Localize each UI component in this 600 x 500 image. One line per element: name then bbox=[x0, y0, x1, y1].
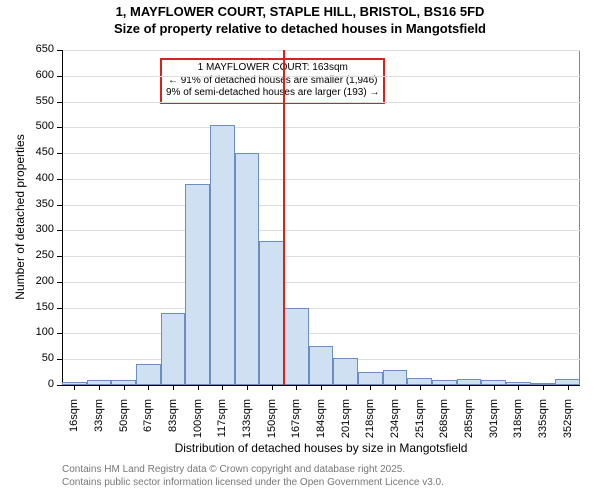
y-tick-label: 550 bbox=[0, 95, 54, 107]
histogram-bar bbox=[407, 378, 432, 385]
x-tick-label: 335sqm bbox=[537, 399, 549, 449]
x-tick-label: 201sqm bbox=[340, 399, 352, 449]
histogram-bar bbox=[210, 125, 235, 385]
y-tick-label: 0 bbox=[0, 378, 54, 390]
callout-box: 1 MAYFLOWER COURT: 163sqm← 91% of detach… bbox=[160, 58, 385, 104]
highlight-line bbox=[283, 50, 285, 385]
x-tick-label: 67sqm bbox=[142, 399, 154, 449]
y-tick-label: 250 bbox=[0, 249, 54, 261]
x-tick-label: 218sqm bbox=[364, 399, 376, 449]
histogram-bar bbox=[333, 358, 358, 385]
histogram-bar bbox=[383, 370, 408, 385]
y-tick-label: 100 bbox=[0, 326, 54, 338]
y-tick-label: 600 bbox=[0, 69, 54, 81]
y-tick-label: 200 bbox=[0, 275, 54, 287]
x-tick-label: 150sqm bbox=[266, 399, 278, 449]
y-tick-label: 500 bbox=[0, 120, 54, 132]
chart-title: 1, MAYFLOWER COURT, STAPLE HILL, BRISTOL… bbox=[0, 4, 600, 38]
histogram-bar bbox=[259, 241, 284, 385]
y-tick-label: 400 bbox=[0, 172, 54, 184]
x-tick-label: 33sqm bbox=[93, 399, 105, 449]
histogram-bar bbox=[358, 372, 383, 385]
x-tick-label: 117sqm bbox=[216, 399, 228, 449]
histogram-chart: 1, MAYFLOWER COURT, STAPLE HILL, BRISTOL… bbox=[0, 4, 600, 500]
x-tick-label: 100sqm bbox=[192, 399, 204, 449]
histogram-bar bbox=[185, 184, 210, 385]
y-tick-label: 300 bbox=[0, 223, 54, 235]
x-tick-label: 301sqm bbox=[488, 399, 500, 449]
x-tick-label: 83sqm bbox=[167, 399, 179, 449]
y-tick-label: 650 bbox=[0, 43, 54, 55]
x-tick-label: 16sqm bbox=[68, 399, 80, 449]
x-tick-label: 234sqm bbox=[389, 399, 401, 449]
x-tick-label: 352sqm bbox=[562, 399, 574, 449]
x-tick-label: 184sqm bbox=[315, 399, 327, 449]
y-tick-label: 450 bbox=[0, 146, 54, 158]
footer-credits: Contains HM Land Registry data © Crown c… bbox=[62, 463, 444, 489]
x-tick-label: 285sqm bbox=[463, 399, 475, 449]
x-tick-label: 251sqm bbox=[414, 399, 426, 449]
y-tick-label: 150 bbox=[0, 301, 54, 313]
title-line-1: 1, MAYFLOWER COURT, STAPLE HILL, BRISTOL… bbox=[0, 4, 600, 21]
x-tick-label: 318sqm bbox=[512, 399, 524, 449]
histogram-bar bbox=[309, 346, 334, 385]
callout-line: 1 MAYFLOWER COURT: 163sqm bbox=[166, 62, 379, 75]
histogram-bar bbox=[284, 308, 309, 385]
x-tick-label: 167sqm bbox=[290, 399, 302, 449]
callout-line: 9% of semi-detached houses are larger (1… bbox=[166, 87, 379, 100]
histogram-bar bbox=[161, 313, 186, 385]
y-tick-label: 50 bbox=[0, 352, 54, 364]
footer-line: Contains HM Land Registry data © Crown c… bbox=[62, 463, 444, 476]
histogram-bar bbox=[235, 153, 260, 385]
x-tick-label: 133sqm bbox=[241, 399, 253, 449]
x-tick-label: 50sqm bbox=[118, 399, 130, 449]
y-tick-label: 350 bbox=[0, 198, 54, 210]
x-tick-label: 268sqm bbox=[438, 399, 450, 449]
title-line-2: Size of property relative to detached ho… bbox=[0, 21, 600, 38]
histogram-bar bbox=[136, 364, 161, 385]
footer-line: Contains public sector information licen… bbox=[62, 476, 444, 489]
